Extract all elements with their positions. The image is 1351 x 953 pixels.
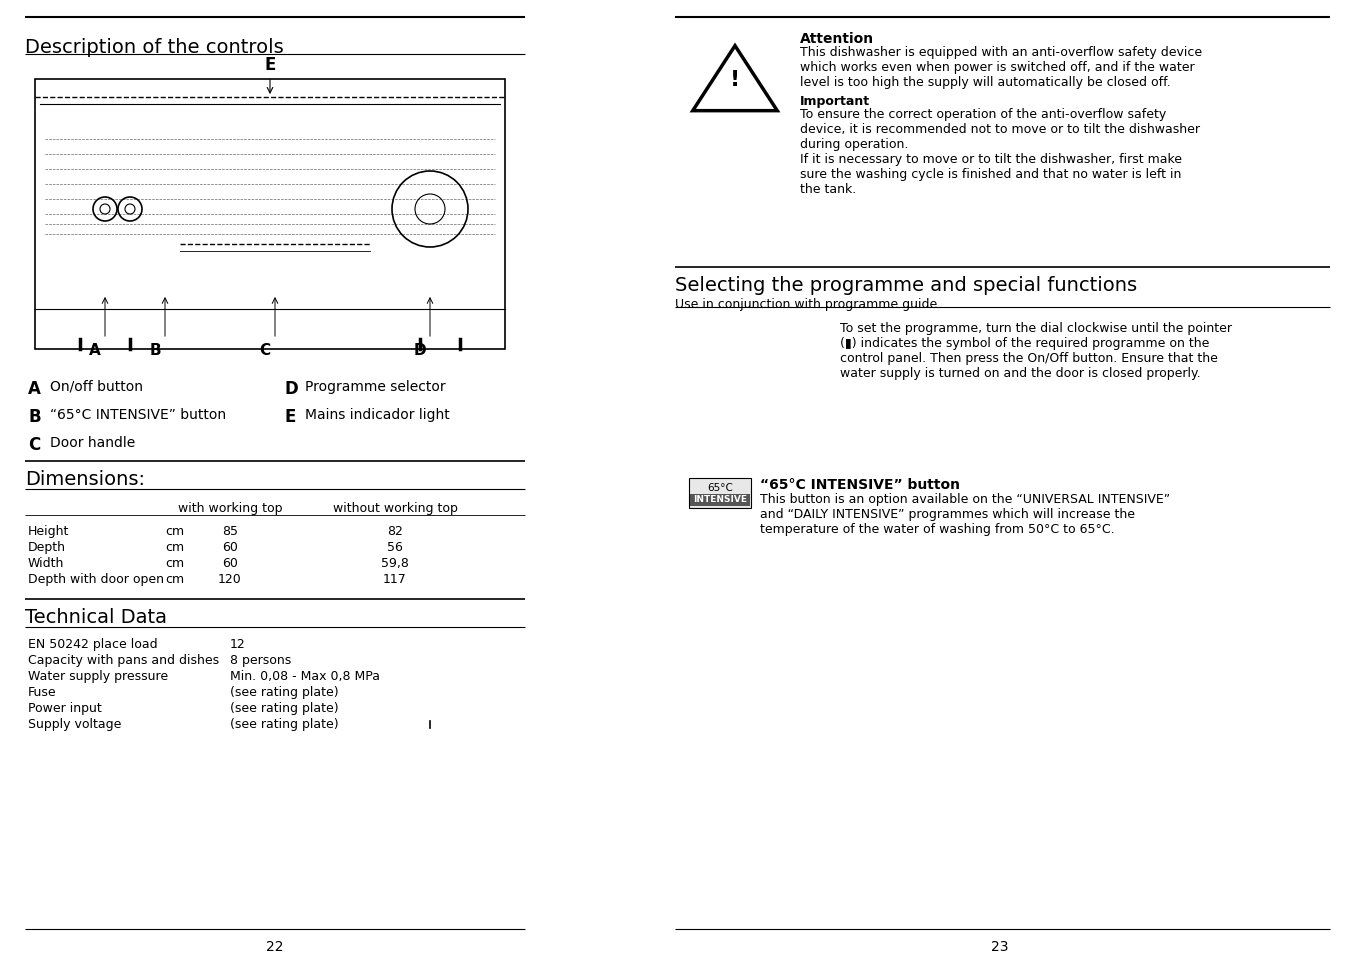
Text: Depth with door open: Depth with door open bbox=[28, 573, 163, 585]
Text: Dimensions:: Dimensions: bbox=[26, 470, 145, 489]
Text: cm: cm bbox=[165, 557, 184, 569]
Text: B: B bbox=[149, 343, 161, 357]
Polygon shape bbox=[693, 47, 777, 112]
Text: Supply voltage: Supply voltage bbox=[28, 718, 122, 730]
Text: Attention: Attention bbox=[800, 32, 874, 46]
Text: Width: Width bbox=[28, 557, 65, 569]
Text: C: C bbox=[28, 436, 41, 454]
Text: 8 persons: 8 persons bbox=[230, 654, 292, 666]
Text: 59,8: 59,8 bbox=[381, 557, 409, 569]
Text: cm: cm bbox=[165, 540, 184, 554]
Text: Use in conjunction with programme guide: Use in conjunction with programme guide bbox=[676, 297, 938, 311]
Text: Fuse: Fuse bbox=[28, 685, 57, 699]
Text: Description of the controls: Description of the controls bbox=[26, 38, 284, 57]
Circle shape bbox=[93, 198, 118, 222]
Text: “65°C INTENSIVE” button: “65°C INTENSIVE” button bbox=[761, 477, 961, 492]
Text: Mains indicador light: Mains indicador light bbox=[305, 408, 450, 421]
Text: 120: 120 bbox=[218, 573, 242, 585]
Text: Min. 0,08 - Max 0,8 MPa: Min. 0,08 - Max 0,8 MPa bbox=[230, 669, 380, 682]
Text: “65°C INTENSIVE” button: “65°C INTENSIVE” button bbox=[50, 408, 226, 421]
Text: 56: 56 bbox=[388, 540, 403, 554]
FancyBboxPatch shape bbox=[689, 478, 751, 509]
Text: 85: 85 bbox=[222, 524, 238, 537]
Text: 117: 117 bbox=[384, 573, 407, 585]
Text: D: D bbox=[285, 379, 299, 397]
Text: This button is an option available on the “UNIVERSAL INTENSIVE”
and “DAILY INTEN: This button is an option available on th… bbox=[761, 493, 1170, 536]
Text: Capacity with pans and dishes: Capacity with pans and dishes bbox=[28, 654, 219, 666]
Text: E: E bbox=[285, 408, 296, 426]
Text: Important: Important bbox=[800, 95, 870, 108]
Text: Programme selector: Programme selector bbox=[305, 379, 446, 394]
Text: (see rating plate): (see rating plate) bbox=[230, 718, 339, 730]
Text: Depth: Depth bbox=[28, 540, 66, 554]
Text: 60: 60 bbox=[222, 540, 238, 554]
Circle shape bbox=[415, 194, 444, 225]
Text: 60: 60 bbox=[222, 557, 238, 569]
Text: Power input: Power input bbox=[28, 701, 101, 714]
Text: A: A bbox=[28, 379, 41, 397]
Text: (see rating plate): (see rating plate) bbox=[230, 701, 339, 714]
Text: Water supply pressure: Water supply pressure bbox=[28, 669, 168, 682]
Text: On/off button: On/off button bbox=[50, 379, 143, 394]
Text: without working top: without working top bbox=[332, 501, 458, 515]
Text: with working top: with working top bbox=[178, 501, 282, 515]
Circle shape bbox=[392, 172, 467, 248]
FancyBboxPatch shape bbox=[35, 80, 505, 350]
Text: 12: 12 bbox=[230, 638, 246, 650]
Text: To set the programme, turn the dial clockwise until the pointer
(▮) indicates th: To set the programme, turn the dial cloc… bbox=[840, 322, 1232, 379]
Text: cm: cm bbox=[165, 573, 184, 585]
Text: A: A bbox=[89, 343, 101, 357]
Text: D: D bbox=[413, 343, 427, 357]
Text: 23: 23 bbox=[992, 939, 1009, 953]
Text: Selecting the programme and special functions: Selecting the programme and special func… bbox=[676, 275, 1138, 294]
Text: B: B bbox=[28, 408, 41, 426]
Text: INTENSIVE: INTENSIVE bbox=[693, 495, 747, 503]
Circle shape bbox=[126, 205, 135, 214]
Text: To ensure the correct operation of the anti-overflow safety
device, it is recomm: To ensure the correct operation of the a… bbox=[800, 108, 1200, 195]
Text: 82: 82 bbox=[388, 524, 403, 537]
Text: Door handle: Door handle bbox=[50, 436, 135, 450]
Text: Technical Data: Technical Data bbox=[26, 607, 168, 626]
Circle shape bbox=[100, 205, 109, 214]
Circle shape bbox=[118, 198, 142, 222]
Text: EN 50242 place load: EN 50242 place load bbox=[28, 638, 158, 650]
Text: Height: Height bbox=[28, 524, 69, 537]
Text: (see rating plate): (see rating plate) bbox=[230, 685, 339, 699]
Text: 65°C: 65°C bbox=[707, 482, 734, 493]
Text: C: C bbox=[259, 343, 270, 357]
Text: E: E bbox=[265, 56, 276, 74]
Text: 22: 22 bbox=[266, 939, 284, 953]
Text: !: ! bbox=[730, 70, 740, 90]
Text: This dishwasher is equipped with an anti-overflow safety device
which works even: This dishwasher is equipped with an anti… bbox=[800, 46, 1202, 89]
Text: cm: cm bbox=[165, 524, 184, 537]
FancyBboxPatch shape bbox=[690, 495, 750, 506]
